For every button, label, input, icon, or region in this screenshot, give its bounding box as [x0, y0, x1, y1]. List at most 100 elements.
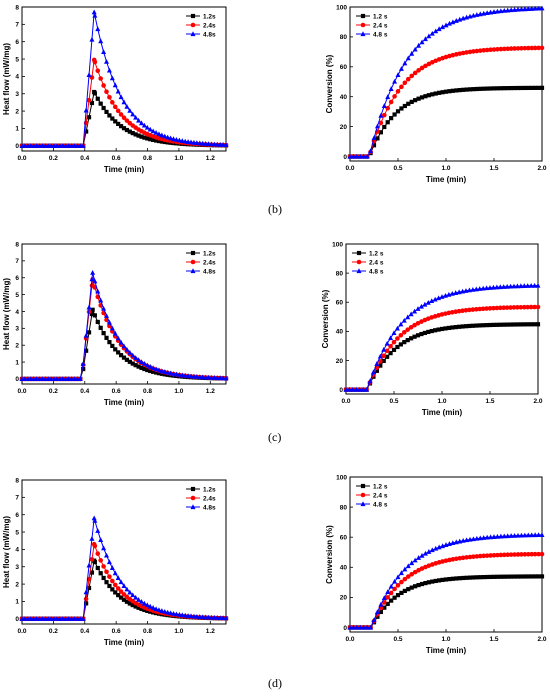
- x-tick-label: 0.0: [341, 398, 350, 405]
- data-point: [95, 26, 101, 32]
- data-point: [116, 350, 121, 355]
- x-tick-label: 1.0: [441, 165, 450, 172]
- series-line: [22, 279, 227, 380]
- data-point: [179, 138, 185, 143]
- y-tick-label: 2: [15, 343, 19, 350]
- data-point: [130, 352, 136, 358]
- data-point: [385, 105, 391, 111]
- y-tick-label: 7: [15, 258, 19, 265]
- legend-marker: [190, 268, 196, 274]
- data-point: [474, 535, 480, 541]
- data-point: [395, 109, 401, 114]
- x-tick-label: 1.2: [206, 155, 215, 162]
- data-point: [107, 574, 112, 579]
- data-point: [377, 359, 383, 364]
- data-point: [402, 60, 408, 66]
- y-tick-label: 4: [15, 309, 19, 316]
- x-tick-label: 2.0: [533, 398, 542, 405]
- data-point: [433, 545, 439, 551]
- legend: 1.2s 2.4s 4.8s: [186, 14, 216, 39]
- data-point: [142, 607, 147, 613]
- data-point: [429, 547, 435, 553]
- data-point: [518, 6, 524, 12]
- data-point: [518, 304, 524, 310]
- y-tick-label: 20: [336, 358, 344, 365]
- data-point: [519, 552, 524, 557]
- y-tick-label: 5: [15, 56, 19, 63]
- data-point: [505, 86, 510, 91]
- data-point: [98, 101, 103, 106]
- data-point: [101, 49, 107, 55]
- y-tick-label: 8: [15, 241, 19, 248]
- data-point: [450, 576, 455, 581]
- data-point: [488, 553, 493, 558]
- data-point: [450, 52, 456, 58]
- data-point: [405, 327, 411, 332]
- y-tick-label: 0: [339, 387, 343, 394]
- data-point: [494, 322, 499, 327]
- series-2.4s: [343, 304, 541, 392]
- data-point: [429, 30, 435, 36]
- data-point: [371, 143, 377, 148]
- data-point: [402, 566, 408, 572]
- data-point: [141, 122, 147, 128]
- y-tick-label: 40: [340, 565, 348, 572]
- data-point: [512, 552, 517, 557]
- data-point: [508, 283, 514, 289]
- data-point: [392, 578, 398, 584]
- series-2.4s: [347, 551, 545, 630]
- data-point: [173, 136, 179, 142]
- data-point: [101, 105, 106, 111]
- data-point: [471, 49, 476, 54]
- data-point: [470, 323, 475, 328]
- data-point: [502, 86, 507, 91]
- data-point: [173, 611, 179, 617]
- data-point: [480, 285, 486, 291]
- data-point: [463, 324, 469, 329]
- data-point: [481, 553, 487, 559]
- data-point: [399, 106, 404, 111]
- data-point: [110, 343, 115, 349]
- data-point: [467, 536, 473, 542]
- data-point: [159, 608, 165, 613]
- data-point: [116, 593, 121, 598]
- legend-marker: [190, 504, 196, 510]
- data-point: [84, 601, 89, 606]
- data-point: [118, 589, 124, 594]
- data-point: [145, 136, 150, 141]
- data-point: [115, 88, 121, 94]
- data-point: [406, 101, 411, 106]
- data-point: [440, 559, 445, 564]
- data-point: [104, 89, 109, 94]
- data-point: [106, 319, 112, 325]
- data-point: [92, 543, 98, 549]
- data-point: [426, 549, 432, 554]
- data-point: [346, 386, 352, 392]
- data-point: [101, 331, 106, 336]
- data-point: [440, 24, 446, 30]
- x-tick-label: 1.0: [174, 388, 183, 395]
- y-tick-label: 80: [340, 34, 348, 41]
- data-point: [461, 575, 466, 581]
- plot-frame: [21, 479, 227, 625]
- data-point: [416, 68, 421, 73]
- data-point: [422, 301, 428, 307]
- data-point: [494, 8, 500, 14]
- data-point: [422, 330, 427, 336]
- data-point: [460, 555, 466, 561]
- data-point: [91, 9, 97, 15]
- data-point: [460, 50, 466, 56]
- data-point: [89, 276, 95, 282]
- data-point: [136, 133, 141, 138]
- data-point: [501, 7, 507, 13]
- data-point: [388, 99, 394, 105]
- data-point: [138, 359, 144, 365]
- data-point: [176, 372, 182, 377]
- x-tick-label: 0.6: [112, 628, 121, 635]
- data-point: [446, 20, 452, 26]
- data-point: [350, 153, 356, 159]
- data-point: [426, 33, 432, 39]
- data-point: [533, 574, 538, 579]
- data-point: [505, 552, 511, 558]
